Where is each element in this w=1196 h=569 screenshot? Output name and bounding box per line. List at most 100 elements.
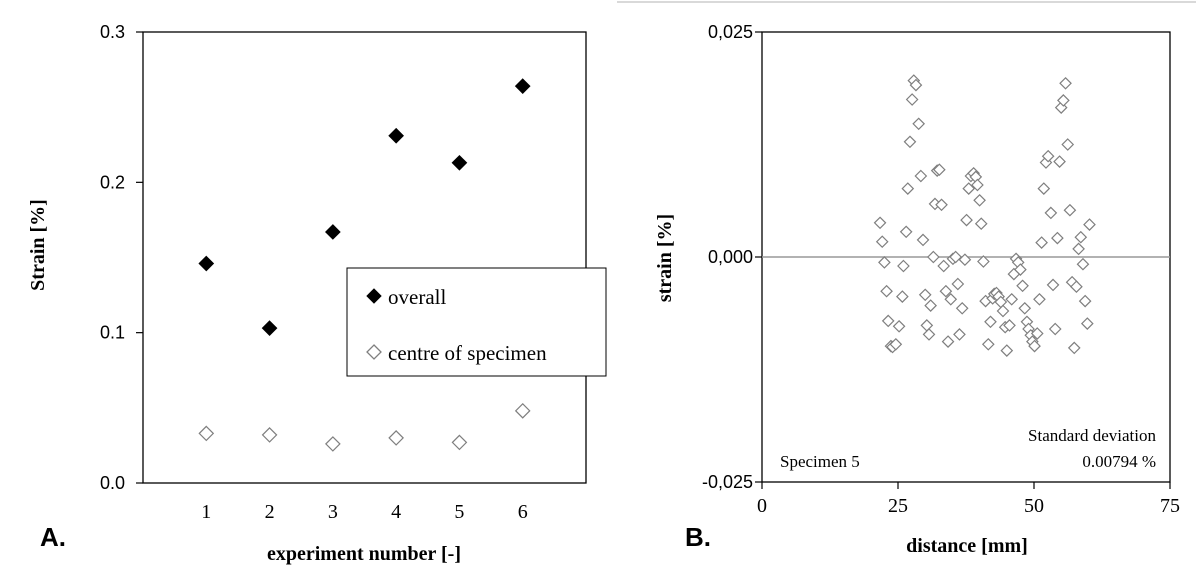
chart-a-x-axis-label: experiment number [-] (267, 543, 461, 565)
strain-point (1048, 322, 1062, 336)
legend-overall-marker (366, 288, 382, 304)
strain-point (1063, 203, 1077, 217)
strain-point (1018, 301, 1032, 315)
x-tick-label: 75 (1160, 495, 1180, 517)
strain-point (1014, 263, 1027, 276)
strain-point (944, 292, 958, 306)
strain-point (892, 319, 906, 333)
y-tick-label: 0.0 (100, 473, 125, 493)
strain-point (1033, 292, 1046, 306)
overall-point (261, 320, 278, 337)
strain-point (974, 217, 988, 231)
chart-a-legend-box (346, 267, 607, 377)
strain-point (971, 178, 984, 192)
strain-point (951, 277, 965, 291)
strain-point (1078, 294, 1092, 308)
overall-point (198, 255, 215, 272)
chart-a-legend: overall centre of specimen (346, 267, 607, 377)
strain-point (932, 163, 946, 177)
strain-point (1000, 344, 1014, 357)
strain-point (873, 216, 887, 230)
strain-point (920, 319, 934, 332)
strain-point (977, 255, 990, 268)
y-tick-label: 0,025 (708, 22, 753, 42)
strain-point (897, 259, 910, 273)
centre-point (514, 402, 531, 419)
y-tick-label: 0.2 (100, 172, 125, 192)
chart-b-x-ticks: 0 25 50 75 (757, 482, 1180, 517)
legend-overall-label: overall (388, 285, 446, 309)
strain-point (918, 288, 932, 302)
strain-point (1046, 278, 1060, 292)
strain-point (1041, 149, 1055, 163)
strain-point (927, 250, 940, 264)
chart-b-y-ticks: -0,025 0,000 0,025 (702, 22, 762, 492)
y-tick-label: 0.1 (100, 323, 125, 343)
chart-a-y-ticks: 0.0 0.1 0.2 0.3 (100, 22, 143, 493)
x-tick-label: 4 (391, 501, 401, 523)
overall-point (514, 78, 531, 94)
strain-point (909, 78, 923, 92)
x-tick-label: 25 (888, 495, 908, 517)
strain-point (1072, 242, 1085, 256)
chart-a-x-ticks: 1 2 3 4 5 6 (201, 501, 527, 523)
strain-point (903, 135, 917, 149)
x-tick-label: 6 (518, 501, 528, 523)
chart-b-panel-letter: B. (685, 522, 711, 552)
centre-point (451, 434, 468, 451)
x-tick-label: 5 (454, 501, 464, 523)
strain-point (896, 290, 909, 303)
strain-point (875, 235, 889, 249)
strain-point (962, 182, 976, 195)
overall-point (325, 224, 341, 240)
x-tick-label: 1 (201, 501, 211, 523)
strain-point (996, 304, 1010, 318)
strain-point (1044, 206, 1058, 220)
strain-point (1016, 279, 1029, 293)
x-tick-label: 0 (757, 495, 767, 517)
centre-point (325, 436, 341, 452)
y-tick-label: -0,025 (702, 472, 753, 492)
strain-point (939, 284, 953, 298)
strain-point (916, 233, 930, 247)
x-tick-label: 2 (265, 501, 275, 523)
chart-b-y-axis-label: strain [%] (654, 214, 676, 302)
strain-point (1035, 236, 1048, 249)
strain-point (1030, 327, 1044, 340)
strain-point (1037, 182, 1051, 195)
centre-point (261, 427, 278, 443)
strain-point (924, 299, 937, 312)
centre-point (388, 430, 404, 446)
strain-point (953, 328, 966, 341)
strain-point (937, 259, 951, 273)
strain-point (1059, 76, 1072, 90)
strain-point (922, 328, 936, 341)
strain-point (1051, 231, 1064, 245)
chart-b: -0,025 0,000 0,025 0 25 50 75 Specimen 5 Stan… (617, 1, 1196, 557)
chart-a-plot-frame (142, 31, 587, 484)
strain-point (1083, 218, 1096, 231)
x-tick-label: 50 (1024, 495, 1044, 517)
strain-point (901, 182, 915, 195)
centre-point (198, 425, 215, 442)
y-tick-label: 0,000 (708, 247, 753, 267)
strain-point (1067, 341, 1081, 355)
legend-centre-marker (366, 344, 382, 360)
strain-point (912, 117, 926, 131)
strain-point (973, 193, 986, 207)
chart-a-points (198, 78, 531, 452)
strain-point (889, 337, 903, 351)
legend-centre-label: centre of specimen (388, 341, 547, 365)
chart-b-std-value: 0.00794 % (1082, 452, 1156, 471)
strain-point (880, 284, 893, 298)
chart-b-x-axis-label: distance [mm] (906, 535, 1028, 557)
strain-point (878, 256, 891, 269)
chart-a: 0.0 0.1 0.2 0.3 1 2 3 4 5 6 overall centre of sp… (27, 22, 607, 565)
strain-point (1057, 94, 1070, 107)
strain-point (960, 213, 973, 227)
strain-point (1070, 280, 1083, 294)
strain-point (1074, 230, 1088, 244)
strain-point (958, 253, 972, 267)
strain-point (1028, 339, 1041, 353)
strain-point (1053, 155, 1066, 168)
